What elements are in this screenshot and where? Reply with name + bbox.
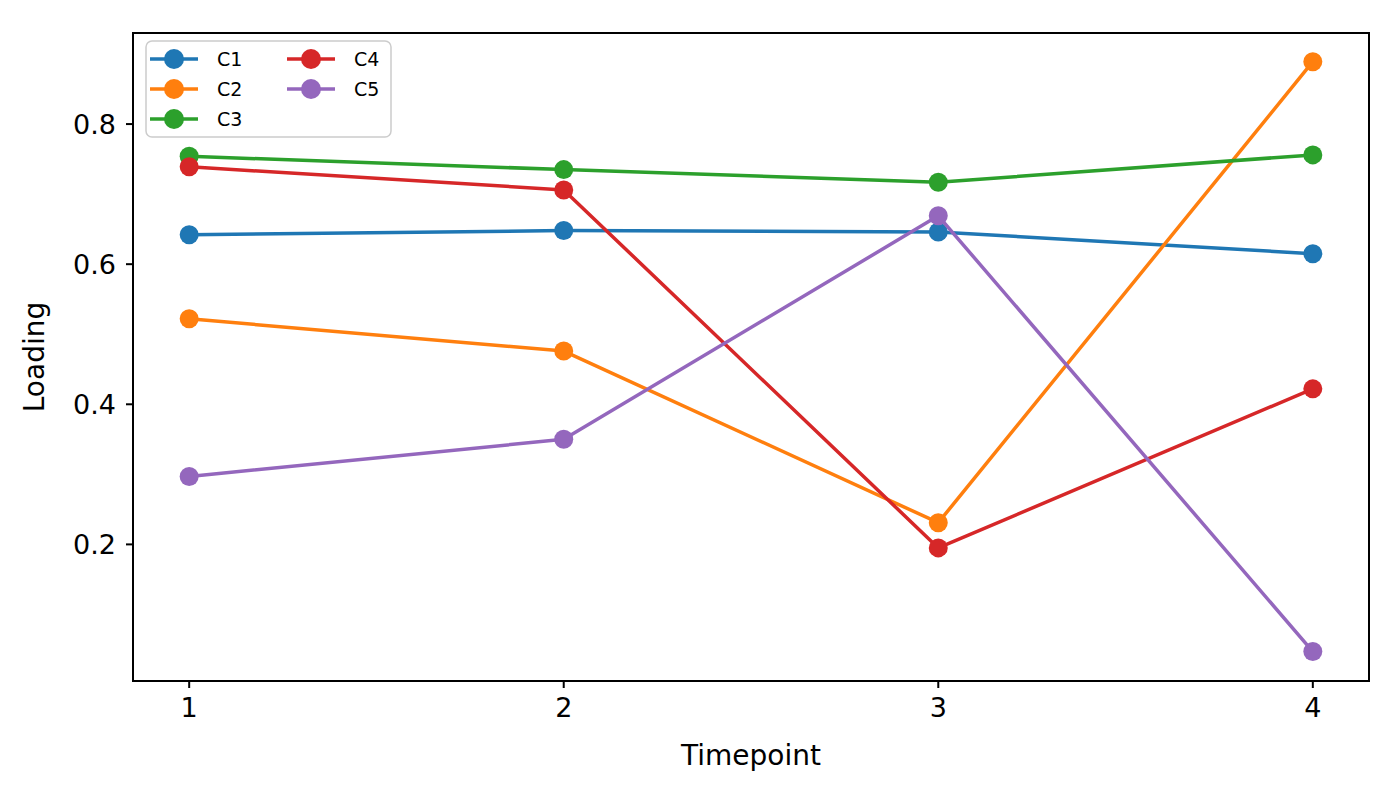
legend: C1 C2 C3 C4 C5 (146, 41, 391, 137)
x-axis-label: Timepoint (680, 739, 821, 772)
series-C2-marker-2 (554, 342, 573, 361)
series-layer (180, 52, 1323, 661)
legend-label-C5: C5 (354, 78, 379, 100)
series-C4-line (189, 167, 1313, 548)
series-C4-marker-4 (1303, 379, 1322, 398)
series-C3-marker-4 (1303, 145, 1322, 164)
figure: 1 2 3 4 0.2 0.4 0.6 0.8 C1 C2 C3 C4 C5 Timepoint L… (0, 0, 1400, 800)
series-C3-marker-3 (929, 173, 948, 192)
legend-marker-C3 (164, 109, 184, 129)
legend-label-C1: C1 (217, 48, 242, 70)
series-C4-marker-3 (929, 538, 948, 557)
legend-marker-C4 (301, 49, 321, 69)
line-chart: 1 2 3 4 0.2 0.4 0.6 0.8 C1 C2 C3 C4 C5 Timepoint L… (0, 0, 1400, 800)
series-C4-marker-2 (554, 180, 573, 199)
series-C5-marker-1 (180, 467, 199, 486)
series-C2-marker-1 (180, 309, 199, 328)
series-C5-line (189, 216, 1313, 652)
series-C1-line (189, 231, 1313, 254)
y-axis: 0.2 0.4 0.6 0.8 (73, 109, 133, 560)
series-C1-marker-1 (180, 225, 199, 244)
series-C4-marker-1 (180, 157, 199, 176)
series-C2-marker-3 (929, 513, 948, 532)
series-C5-marker-4 (1303, 642, 1322, 661)
legend-label-C3: C3 (217, 108, 242, 130)
x-axis: 1 2 3 4 (181, 681, 1322, 723)
y-tick-label-0.2: 0.2 (73, 529, 116, 560)
series-C2-marker-4 (1303, 52, 1322, 71)
series-C5-marker-2 (554, 430, 573, 449)
y-tick-label-0.8: 0.8 (73, 109, 116, 140)
series-C1-marker-4 (1303, 244, 1322, 263)
y-tick-label-0.4: 0.4 (73, 389, 116, 420)
y-tick-label-0.6: 0.6 (73, 249, 116, 280)
series-C3-marker-2 (554, 160, 573, 179)
y-axis-label: Loading (18, 302, 51, 412)
x-tick-label-3: 3 (930, 692, 947, 723)
x-tick-label-4: 4 (1304, 692, 1321, 723)
x-tick-label-2: 2 (555, 692, 572, 723)
x-tick-label-1: 1 (181, 692, 198, 723)
series-C5-marker-3 (929, 206, 948, 225)
legend-label-C4: C4 (354, 48, 379, 70)
series-C1-marker-2 (554, 221, 573, 240)
legend-marker-C1 (164, 49, 184, 69)
legend-marker-C2 (164, 79, 184, 99)
legend-marker-C5 (301, 79, 321, 99)
legend-label-C2: C2 (217, 78, 242, 100)
